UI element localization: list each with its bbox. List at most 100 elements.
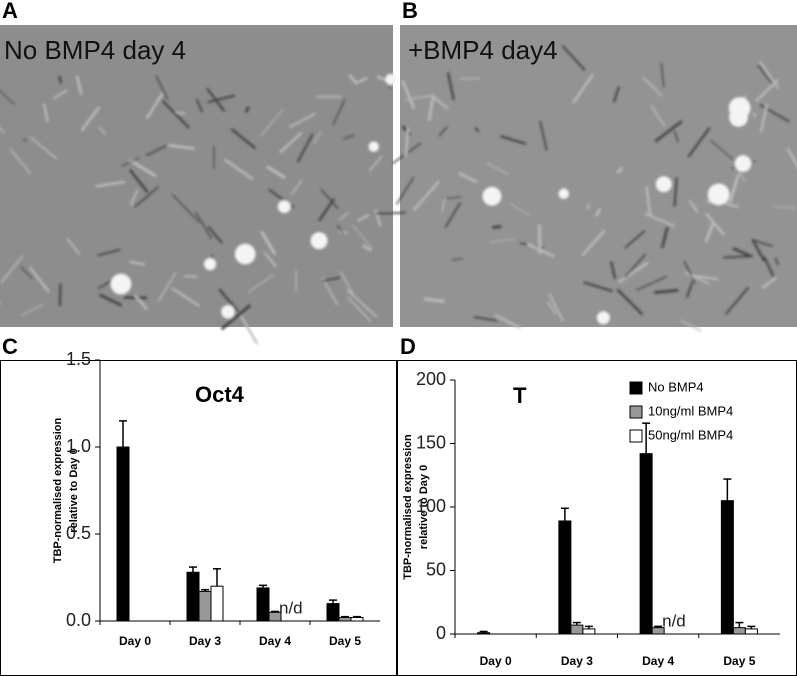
cell-process bbox=[355, 76, 368, 85]
cell-process bbox=[757, 64, 774, 86]
x-tick-label: Day 0 bbox=[119, 634, 151, 648]
cell-process bbox=[207, 225, 223, 244]
cell-process bbox=[362, 244, 373, 252]
cell-process bbox=[561, 44, 586, 71]
cell-process bbox=[134, 186, 160, 208]
y-tick-label: 0.0 bbox=[66, 610, 91, 630]
bright-cell bbox=[596, 311, 610, 325]
bar bbox=[256, 587, 270, 622]
cell-process bbox=[758, 60, 780, 90]
cell-process bbox=[684, 271, 711, 286]
cell-process bbox=[654, 288, 679, 294]
cell-process bbox=[128, 169, 149, 194]
cell-process bbox=[546, 300, 557, 315]
image-caption: +BMP4 day4 bbox=[408, 35, 558, 65]
bright-cell bbox=[203, 258, 217, 271]
cell-process bbox=[339, 211, 350, 221]
cell-process bbox=[723, 255, 754, 259]
cell-process bbox=[129, 189, 139, 206]
cell-process bbox=[171, 287, 201, 307]
y-axis-label: relative to Day 0 bbox=[418, 465, 430, 549]
cell-process bbox=[133, 294, 149, 311]
cell-process bbox=[660, 62, 665, 88]
bright-cell bbox=[482, 186, 502, 206]
cell-process bbox=[128, 158, 157, 178]
y-tick-label: 0 bbox=[436, 623, 446, 643]
cell-process bbox=[120, 157, 140, 167]
cell-process bbox=[339, 271, 355, 297]
x-tick-label: Day 4 bbox=[259, 634, 291, 648]
cell-process bbox=[22, 139, 27, 141]
cell-process bbox=[612, 86, 620, 103]
y-tick-label: 1.5 bbox=[66, 349, 91, 369]
cell-process bbox=[220, 304, 252, 331]
cell-process bbox=[774, 257, 780, 266]
cell-process bbox=[171, 193, 201, 224]
y-axis-label: TBP-normalised expression bbox=[402, 434, 414, 580]
x-tick-label: Day 5 bbox=[723, 654, 755, 668]
cell-process bbox=[687, 126, 711, 158]
cells bbox=[0, 44, 797, 345]
micrograph-a bbox=[0, 25, 393, 327]
cell-process bbox=[645, 185, 652, 215]
cell-process bbox=[296, 133, 314, 163]
cell-process bbox=[9, 147, 32, 175]
bar bbox=[582, 628, 596, 635]
bright-cell bbox=[385, 73, 397, 85]
cell-process bbox=[20, 265, 34, 280]
cell-process bbox=[423, 297, 445, 303]
cell-process bbox=[427, 94, 435, 122]
cell-process bbox=[759, 103, 790, 123]
cell-process bbox=[691, 200, 700, 214]
cell-process bbox=[368, 155, 383, 172]
cell-process bbox=[616, 166, 624, 175]
bar bbox=[350, 617, 364, 622]
bright-cell bbox=[277, 200, 291, 214]
cell-process bbox=[660, 226, 669, 249]
cell-process bbox=[346, 288, 378, 318]
bar bbox=[116, 446, 130, 622]
cell-process bbox=[444, 202, 462, 228]
cell-process bbox=[474, 126, 480, 133]
cell-process bbox=[691, 274, 719, 281]
cell-process bbox=[586, 203, 590, 210]
cell-process bbox=[732, 247, 751, 258]
panel-label: C bbox=[2, 334, 18, 359]
value-label: n/d bbox=[279, 598, 303, 617]
cell-process bbox=[761, 276, 778, 289]
cell-process bbox=[401, 80, 416, 110]
cell-process bbox=[725, 286, 750, 315]
legend-label: 50ng/ml BMP4 bbox=[648, 427, 733, 442]
cell-process bbox=[374, 209, 382, 227]
legend-label: 10ng/ml BMP4 bbox=[648, 403, 733, 418]
cell-process bbox=[339, 230, 348, 235]
cell-process bbox=[248, 273, 275, 293]
cell-process bbox=[500, 135, 527, 146]
bright-cell bbox=[655, 176, 672, 193]
cell-process bbox=[42, 103, 49, 122]
cell-process bbox=[433, 96, 449, 110]
cell-process bbox=[644, 212, 676, 228]
cell-process bbox=[704, 212, 726, 236]
cell-process bbox=[706, 199, 713, 205]
cell-process bbox=[459, 77, 481, 80]
bar bbox=[558, 520, 572, 635]
cell-process bbox=[442, 196, 462, 200]
cell-process bbox=[375, 211, 406, 215]
y-axis-label: relative to Day 0 bbox=[68, 448, 80, 532]
cell-process bbox=[728, 173, 740, 203]
cell-process bbox=[288, 112, 316, 129]
cell-process bbox=[259, 109, 284, 137]
legend-swatch bbox=[629, 405, 643, 419]
cell-process bbox=[624, 230, 646, 250]
cell-process bbox=[240, 315, 259, 345]
cell-process bbox=[458, 172, 478, 184]
cell-process bbox=[266, 165, 286, 180]
cell-process bbox=[52, 89, 68, 100]
cell-process bbox=[759, 104, 769, 133]
x-tick-label: Day 0 bbox=[480, 654, 512, 668]
cell-process bbox=[352, 225, 373, 249]
cell-process bbox=[347, 296, 372, 323]
y-tick-label: 0.5 bbox=[66, 523, 91, 543]
cell-process bbox=[322, 276, 341, 283]
